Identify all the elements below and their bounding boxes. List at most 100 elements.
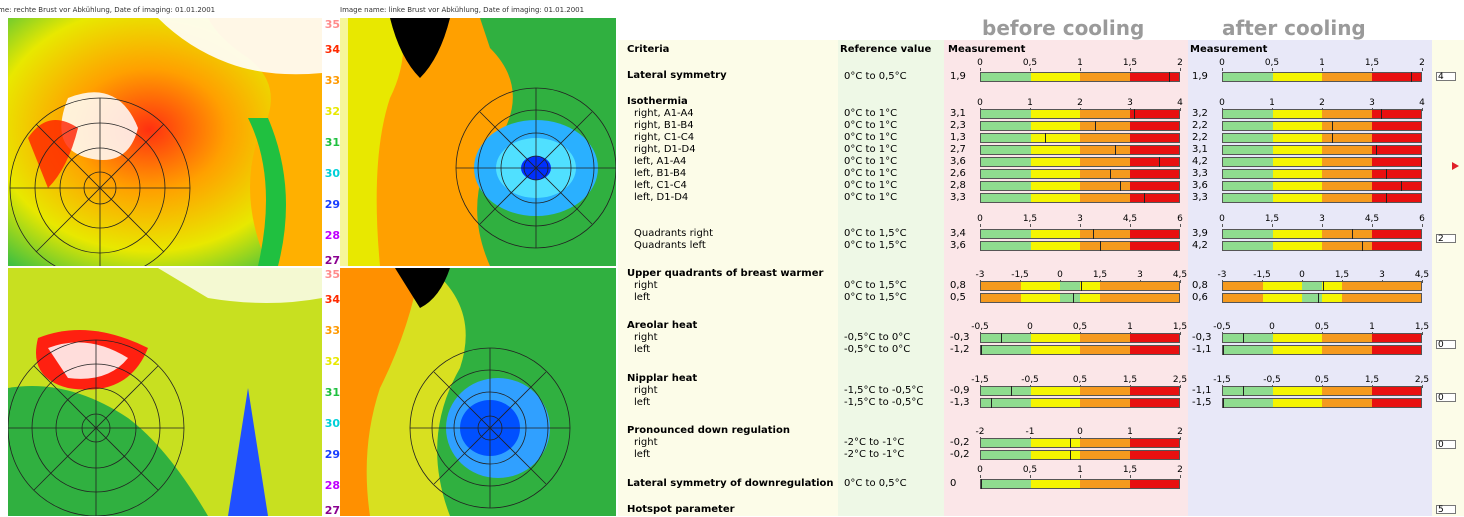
measurement-marker xyxy=(1109,169,1111,179)
scale-tick xyxy=(1130,224,1131,227)
scale-tick-label: 1,5 xyxy=(1334,270,1350,280)
measurement-before-value: 3,4 xyxy=(950,228,966,239)
measurement-after-value: -1,1 xyxy=(1192,344,1212,355)
bar-segment xyxy=(1080,170,1130,178)
criterion-title: Hotspot parameter xyxy=(627,504,735,515)
measurement-after-value: 2,2 xyxy=(1192,120,1208,131)
reference-value: 0°C to 0,5°C xyxy=(844,71,907,82)
bar-segment xyxy=(981,242,1031,250)
thermo-image-right-after[interactable] xyxy=(340,268,616,516)
scale-value: 30 xyxy=(324,167,340,180)
bar-segment xyxy=(1223,122,1273,130)
bar-segment xyxy=(1099,294,1179,302)
before-cooling-heading: before cooling xyxy=(982,16,1145,40)
bar-segment xyxy=(1223,399,1273,407)
after-column-bg xyxy=(1188,40,1432,516)
reference-value: 0°C to 1°C xyxy=(844,120,898,131)
bar-segment xyxy=(981,134,1031,142)
thermo-image-left-before[interactable] xyxy=(8,18,322,266)
scale-tick-label: 1 xyxy=(1319,58,1325,68)
reference-value: -1,5°C to -0,5°C xyxy=(844,397,924,408)
bar-segment xyxy=(1030,134,1080,142)
score-box[interactable]: 4 xyxy=(1436,72,1456,82)
bar-segment xyxy=(1080,122,1130,130)
measurement-marker xyxy=(1318,293,1320,303)
scale-value: 31 xyxy=(324,136,340,149)
bar-segment xyxy=(1080,334,1130,342)
measurement-marker xyxy=(1223,398,1224,408)
bar-segment xyxy=(1080,480,1130,488)
criterion-row-label: left xyxy=(634,397,651,408)
measurement-after-value: -1,1 xyxy=(1192,385,1212,396)
measurement-after-bar xyxy=(1222,181,1422,191)
thermo-image-right-before[interactable] xyxy=(340,18,616,266)
scale-tick-label: -0,5 xyxy=(1263,375,1281,385)
scale-tick-label: 1,5 xyxy=(1122,465,1138,475)
measurement-after-bar xyxy=(1222,241,1422,251)
criterion-row-label: right, D1-D4 xyxy=(634,144,696,155)
scale-tick xyxy=(1180,332,1181,335)
bar-segment xyxy=(1302,282,1322,290)
score-box[interactable]: 2 xyxy=(1436,234,1456,244)
scale-tick xyxy=(1180,475,1181,478)
bar-segment xyxy=(1020,282,1061,290)
scale-tick-label: 0,5 xyxy=(1264,58,1280,68)
bar-segment xyxy=(1030,480,1080,488)
scale-tick-label: -1,5 xyxy=(1011,270,1029,280)
scale-tick-label: 1 xyxy=(1127,322,1133,332)
measurement-after-value: 4,2 xyxy=(1192,240,1208,251)
bar-segment xyxy=(1371,346,1421,354)
measurement-marker xyxy=(1070,438,1072,448)
measurement-marker xyxy=(1144,193,1146,203)
bar-segment xyxy=(981,230,1031,238)
scale-value: 30 xyxy=(324,417,340,430)
score-box[interactable]: 0 xyxy=(1436,340,1456,350)
bar-segment xyxy=(1322,346,1372,354)
scale-tick-label: -3 xyxy=(975,270,985,280)
bar-segment xyxy=(981,158,1031,166)
bar-segment xyxy=(1272,242,1322,250)
measurement-before-value: 0 xyxy=(950,478,957,489)
bar-segment xyxy=(1080,451,1130,459)
measurement-marker xyxy=(1223,345,1224,355)
score-box[interactable]: 0 xyxy=(1436,393,1456,403)
bar-segment xyxy=(1030,110,1080,118)
bar-segment xyxy=(1371,73,1421,81)
bar-segment xyxy=(1129,346,1179,354)
bar-segment xyxy=(1030,451,1080,459)
score-box[interactable]: 5 xyxy=(1436,505,1456,515)
measurement-marker xyxy=(1134,109,1136,119)
reference-column-bg xyxy=(838,40,944,516)
measurement-marker xyxy=(1401,181,1403,191)
bar-segment xyxy=(1030,346,1080,354)
scale-tick-label: 0 xyxy=(1219,98,1225,108)
criterion-title: Nipplar heat xyxy=(627,373,698,384)
bar-segment xyxy=(1129,134,1179,142)
bar-segment xyxy=(1080,346,1130,354)
measurement-before-value: -1,3 xyxy=(950,397,970,408)
measurement-before-value: 1,3 xyxy=(950,132,966,143)
bar-segment xyxy=(981,282,1021,290)
scale-tick-label: -3 xyxy=(1217,270,1227,280)
measurement-marker xyxy=(1323,281,1325,291)
bar-segment xyxy=(1223,387,1273,395)
scale-tick xyxy=(1422,280,1423,283)
bar-segment xyxy=(1371,399,1421,407)
bar-segment xyxy=(1272,194,1322,202)
measurement-after-bar xyxy=(1222,157,1422,167)
bar-segment xyxy=(1371,387,1421,395)
thermo-image-left-after[interactable] xyxy=(8,268,322,516)
measurement-before-value: 2,3 xyxy=(950,120,966,131)
bar-segment xyxy=(1030,170,1080,178)
score-box[interactable]: 0 xyxy=(1436,440,1456,450)
bar-segment xyxy=(1223,282,1263,290)
bar-segment xyxy=(981,194,1031,202)
bar-segment xyxy=(1371,134,1421,142)
measurement-marker xyxy=(1119,181,1121,191)
scale-tick-label: 4,5 xyxy=(1122,214,1138,224)
expand-arrow-icon[interactable] xyxy=(1452,162,1459,170)
criterion-row-label: left, D1-D4 xyxy=(634,192,689,203)
measurement-before-bar xyxy=(980,293,1180,303)
measurement-marker xyxy=(1386,193,1388,203)
criterion-row-label: right xyxy=(634,385,658,396)
